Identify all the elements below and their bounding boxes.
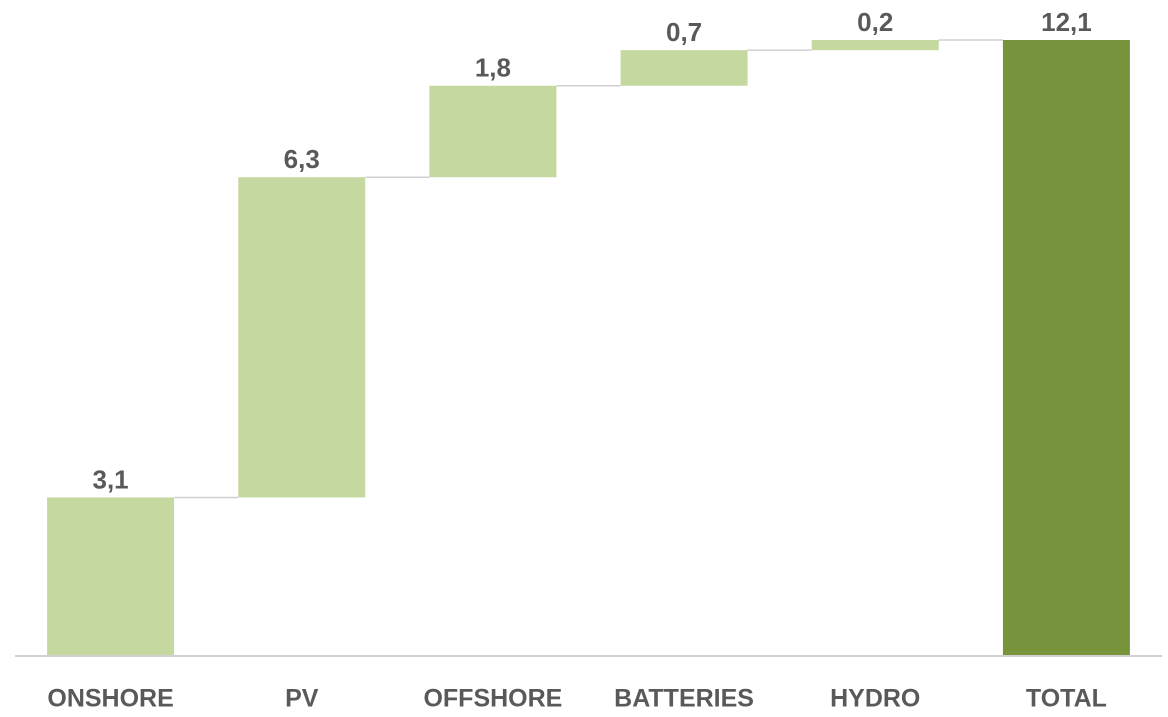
x-tick-label: ONSHORE <box>47 685 173 713</box>
x-tick-label: OFFSHORE <box>423 685 562 713</box>
x-tick-label: TOTAL <box>1026 685 1107 713</box>
bar <box>620 50 748 86</box>
value-label: 3,1 <box>93 464 129 494</box>
bar <box>811 40 939 51</box>
value-label: 12,1 <box>1041 7 1092 37</box>
value-label: 6,3 <box>284 144 320 174</box>
x-tick-label: HYDRO <box>830 685 920 713</box>
value-label: 0,2 <box>857 7 893 37</box>
value-label: 1,8 <box>475 53 511 83</box>
bar <box>47 497 175 655</box>
value-label: 0,7 <box>666 17 702 47</box>
bar <box>238 177 366 498</box>
bar <box>1002 40 1130 655</box>
bar <box>429 85 557 178</box>
x-tick-label: PV <box>285 685 319 713</box>
x-tick-label: BATTERIES <box>614 685 754 713</box>
